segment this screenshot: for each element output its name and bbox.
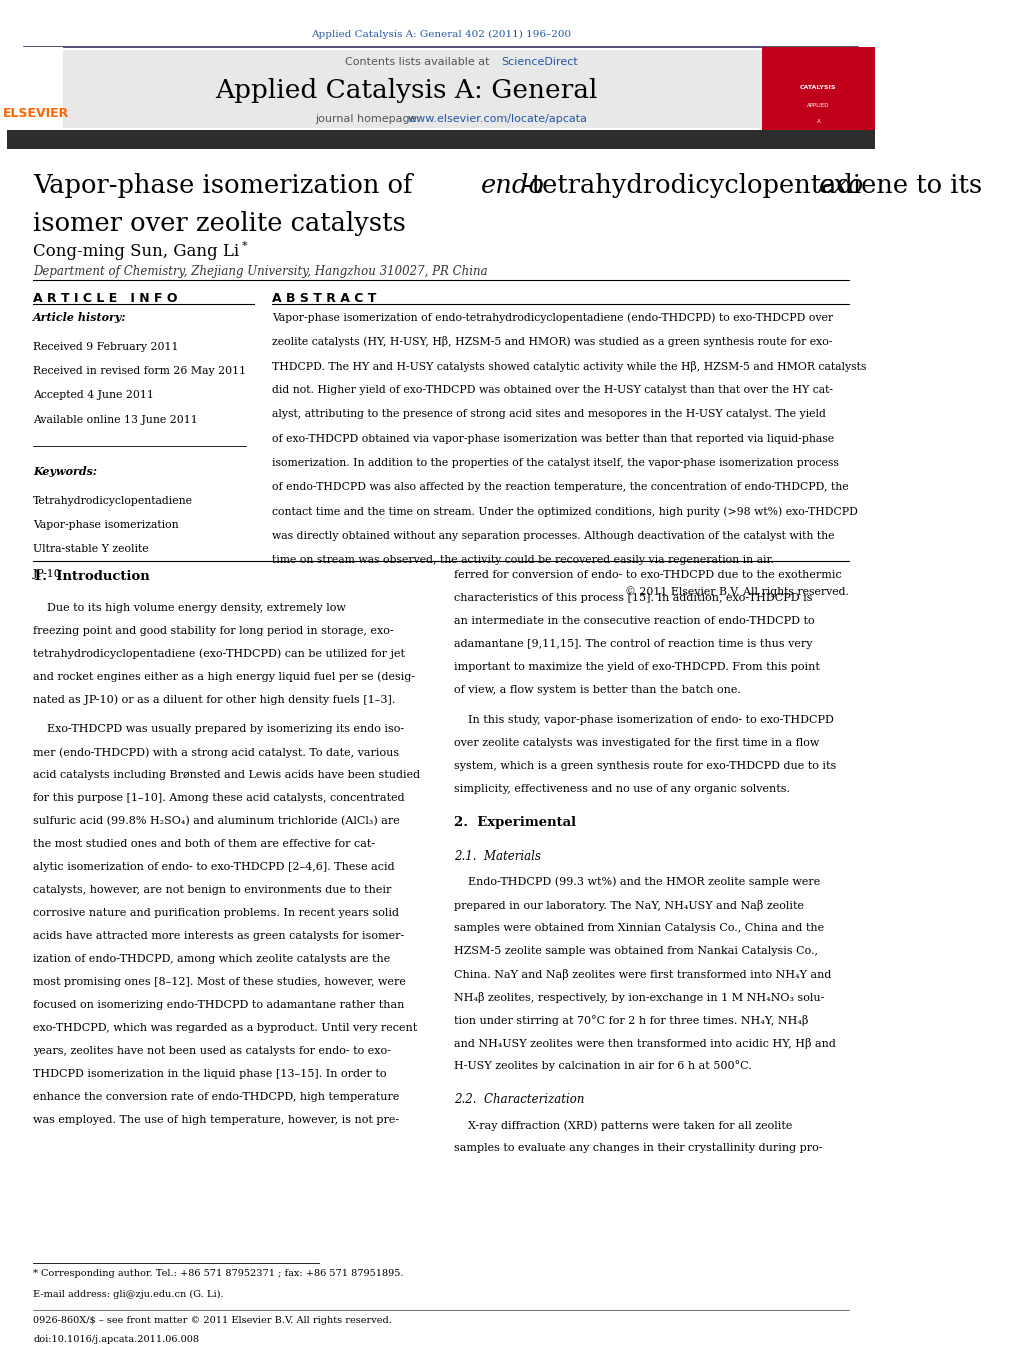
Text: endo: endo [481, 173, 545, 199]
Text: focused on isomerizing endo-THDCPD to adamantane rather than: focused on isomerizing endo-THDCPD to ad… [33, 1000, 404, 1009]
Text: of exo-THDCPD obtained via vapor-phase isomerization was better than that report: of exo-THDCPD obtained via vapor-phase i… [272, 434, 834, 443]
Text: exo: exo [819, 173, 864, 199]
Text: A R T I C L E   I N F O: A R T I C L E I N F O [33, 292, 178, 305]
Text: JP-10: JP-10 [33, 569, 62, 578]
Text: *: * [241, 240, 247, 250]
Text: doi:10.1016/j.apcata.2011.06.008: doi:10.1016/j.apcata.2011.06.008 [33, 1335, 199, 1344]
Text: corrosive nature and purification problems. In recent years solid: corrosive nature and purification proble… [33, 908, 399, 917]
Text: 2.  Experimental: 2. Experimental [454, 816, 576, 830]
Text: important to maximize the yield of exo-THDCPD. From this point: important to maximize the yield of exo-T… [454, 662, 820, 671]
Text: Endo-THDCPD (99.3 wt%) and the HMOR zeolite sample were: Endo-THDCPD (99.3 wt%) and the HMOR zeol… [454, 877, 820, 888]
Text: was directly obtained without any separation processes. Although deactivation of: was directly obtained without any separa… [272, 531, 834, 540]
Text: alyst, attributing to the presence of strong acid sites and mesopores in the H-U: alyst, attributing to the presence of st… [272, 409, 826, 419]
Text: Cong-ming Sun, Gang Li: Cong-ming Sun, Gang Li [33, 243, 239, 261]
Text: journal homepage:: journal homepage: [315, 113, 424, 124]
Text: Article history:: Article history: [33, 312, 127, 323]
Text: adamantane [9,11,15]. The control of reaction time is thus very: adamantane [9,11,15]. The control of rea… [454, 639, 813, 648]
Text: A: A [817, 119, 820, 124]
Text: 2.1.  Materials: 2.1. Materials [454, 850, 541, 863]
Text: * Corresponding author. Tel.: +86 571 87952371 ; fax: +86 571 87951895.: * Corresponding author. Tel.: +86 571 87… [33, 1269, 403, 1278]
Text: of endo-THDCPD was also affected by the reaction temperature, the concentration : of endo-THDCPD was also affected by the … [272, 482, 848, 492]
Text: 1.  Introduction: 1. Introduction [33, 570, 150, 584]
FancyBboxPatch shape [63, 50, 762, 128]
Text: Ultra-stable Y zeolite: Ultra-stable Y zeolite [33, 544, 149, 554]
Text: Received 9 February 2011: Received 9 February 2011 [33, 342, 179, 351]
Text: time on stream was observed, the activity could be recovered easily via regenera: time on stream was observed, the activit… [272, 555, 774, 565]
Text: ScienceDirect: ScienceDirect [501, 57, 579, 66]
Text: freezing point and good stability for long period in storage, exo-: freezing point and good stability for lo… [33, 626, 394, 635]
Text: ization of endo-THDCPD, among which zeolite catalysts are the: ization of endo-THDCPD, among which zeol… [33, 954, 390, 963]
FancyBboxPatch shape [7, 130, 875, 149]
Text: and rocket engines either as a high energy liquid fuel per se (desig-: and rocket engines either as a high ener… [33, 671, 416, 682]
Text: Applied Catalysis A: General 402 (2011) 196–200: Applied Catalysis A: General 402 (2011) … [310, 30, 571, 39]
Text: APPLIED: APPLIED [808, 103, 830, 108]
Text: samples to evaluate any changes in their crystallinity during pro-: samples to evaluate any changes in their… [454, 1143, 823, 1152]
Text: -tetrahydrodicyclopentadiene to its: -tetrahydrodicyclopentadiene to its [523, 173, 990, 199]
Text: Vapor-phase isomerization of endo-tetrahydrodicyclopentadiene (endo-THDCPD) to e: Vapor-phase isomerization of endo-tetrah… [272, 312, 833, 323]
Text: mer (endo-THDCPD) with a strong acid catalyst. To date, various: mer (endo-THDCPD) with a strong acid cat… [33, 747, 399, 758]
Text: isomerization. In addition to the properties of the catalyst itself, the vapor-p: isomerization. In addition to the proper… [272, 458, 838, 467]
Text: © 2011 Elsevier B.V. All rights reserved.: © 2011 Elsevier B.V. All rights reserved… [625, 586, 848, 597]
Text: sulfuric acid (99.8% H₂SO₄) and aluminum trichloride (AlCl₃) are: sulfuric acid (99.8% H₂SO₄) and aluminum… [33, 816, 400, 827]
Text: ferred for conversion of endo- to exo-THDCPD due to the exothermic: ferred for conversion of endo- to exo-TH… [454, 570, 841, 580]
Text: tion under stirring at 70°C for 2 h for three times. NH₄Y, NH₄β: tion under stirring at 70°C for 2 h for … [454, 1015, 809, 1025]
Text: simplicity, effectiveness and no use of any organic solvents.: simplicity, effectiveness and no use of … [454, 784, 790, 793]
Text: In this study, vapor-phase isomerization of endo- to exo-THDCPD: In this study, vapor-phase isomerization… [454, 715, 834, 724]
Text: Contents lists available at: Contents lists available at [345, 57, 493, 66]
Text: tetrahydrodicyclopentadiene (exo-THDCPD) can be utilized for jet: tetrahydrodicyclopentadiene (exo-THDCPD)… [33, 648, 405, 659]
Text: China. NaY and Naβ zeolites were first transformed into NH₄Y and: China. NaY and Naβ zeolites were first t… [454, 969, 831, 979]
Text: THDCPD isomerization in the liquid phase [13–15]. In order to: THDCPD isomerization in the liquid phase… [33, 1069, 387, 1078]
Text: ELSEVIER: ELSEVIER [2, 107, 68, 120]
Text: THDCPD. The HY and H-USY catalysts showed catalytic activity while the Hβ, HZSM-: THDCPD. The HY and H-USY catalysts showe… [272, 361, 866, 372]
Text: acids have attracted more interests as green catalysts for isomer-: acids have attracted more interests as g… [33, 931, 404, 940]
Text: nated as JP-10) or as a diluent for other high density fuels [1–3].: nated as JP-10) or as a diluent for othe… [33, 694, 395, 705]
Text: contact time and the time on stream. Under the optimized conditions, high purity: contact time and the time on stream. Und… [272, 507, 858, 517]
Text: CATALYSIS: CATALYSIS [800, 85, 837, 91]
Text: exo-THDCPD, which was regarded as a byproduct. Until very recent: exo-THDCPD, which was regarded as a bypr… [33, 1023, 418, 1032]
Text: for this purpose [1–10]. Among these acid catalysts, concentrated: for this purpose [1–10]. Among these aci… [33, 793, 404, 802]
Text: Department of Chemistry, Zhejiang University, Hangzhou 310027, PR China: Department of Chemistry, Zhejiang Univer… [33, 265, 488, 278]
Text: and NH₄USY zeolites were then transformed into acidic HY, Hβ and: and NH₄USY zeolites were then transforme… [454, 1038, 836, 1048]
Text: 2.2.  Characterization: 2.2. Characterization [454, 1093, 584, 1106]
Text: the most studied ones and both of them are effective for cat-: the most studied ones and both of them a… [33, 839, 375, 848]
Text: X-ray diffraction (XRD) patterns were taken for all zeolite: X-ray diffraction (XRD) patterns were ta… [454, 1120, 792, 1131]
Text: years, zeolites have not been used as catalysts for endo- to exo-: years, zeolites have not been used as ca… [33, 1046, 391, 1055]
Text: HZSM-5 zeolite sample was obtained from Nankai Catalysis Co.,: HZSM-5 zeolite sample was obtained from … [454, 946, 818, 955]
Text: Available online 13 June 2011: Available online 13 June 2011 [33, 415, 198, 424]
Text: did not. Higher yield of exo-THDCPD was obtained over the H-USY catalyst than th: did not. Higher yield of exo-THDCPD was … [272, 385, 833, 394]
Text: samples were obtained from Xinnian Catalysis Co., China and the: samples were obtained from Xinnian Catal… [454, 923, 824, 932]
Text: Exo-THDCPD was usually prepared by isomerizing its endo iso-: Exo-THDCPD was usually prepared by isome… [33, 724, 404, 734]
Text: Accepted 4 June 2011: Accepted 4 June 2011 [33, 390, 154, 400]
Text: was employed. The use of high temperature, however, is not pre-: was employed. The use of high temperatur… [33, 1115, 399, 1124]
Text: E-mail address: gli@zju.edu.cn (G. Li).: E-mail address: gli@zju.edu.cn (G. Li). [33, 1290, 224, 1300]
Text: catalysts, however, are not benign to environments due to their: catalysts, however, are not benign to en… [33, 885, 391, 894]
Text: of view, a flow system is better than the batch one.: of view, a flow system is better than th… [454, 685, 741, 694]
Text: NH₄β zeolites, respectively, by ion-exchange in 1 M NH₄NO₃ solu-: NH₄β zeolites, respectively, by ion-exch… [454, 992, 824, 1002]
Text: an intermediate in the consecutive reaction of endo-THDCPD to: an intermediate in the consecutive react… [454, 616, 815, 626]
Text: enhance the conversion rate of endo-THDCPD, high temperature: enhance the conversion rate of endo-THDC… [33, 1092, 399, 1101]
Text: www.elsevier.com/locate/apcata: www.elsevier.com/locate/apcata [408, 113, 588, 124]
Text: Due to its high volume energy density, extremely low: Due to its high volume energy density, e… [33, 603, 346, 612]
Text: system, which is a green synthesis route for exo-THDCPD due to its: system, which is a green synthesis route… [454, 761, 836, 770]
FancyBboxPatch shape [762, 47, 875, 145]
FancyBboxPatch shape [7, 47, 63, 142]
Text: isomer over zeolite catalysts: isomer over zeolite catalysts [33, 211, 406, 236]
Text: Applied Catalysis A: General: Applied Catalysis A: General [215, 78, 597, 104]
Text: alytic isomerization of endo- to exo-THDCPD [2–4,6]. These acid: alytic isomerization of endo- to exo-THD… [33, 862, 395, 871]
Text: most promising ones [8–12]. Most of these studies, however, were: most promising ones [8–12]. Most of thes… [33, 977, 406, 986]
Text: 0926-860X/$ – see front matter © 2011 Elsevier B.V. All rights reserved.: 0926-860X/$ – see front matter © 2011 El… [33, 1316, 392, 1325]
Text: A B S T R A C T: A B S T R A C T [272, 292, 376, 305]
Text: H-USY zeolites by calcination in air for 6 h at 500°C.: H-USY zeolites by calcination in air for… [454, 1061, 751, 1071]
Text: characteristics of this process [15]. In addition, exo-THDCPD is: characteristics of this process [15]. In… [454, 593, 813, 603]
Text: over zeolite catalysts was investigated for the first time in a flow: over zeolite catalysts was investigated … [454, 738, 819, 747]
Text: Vapor-phase isomerization: Vapor-phase isomerization [33, 520, 179, 530]
Text: Vapor-phase isomerization of: Vapor-phase isomerization of [33, 173, 421, 199]
Text: acid catalysts including Brønsted and Lewis acids have been studied: acid catalysts including Brønsted and Le… [33, 770, 421, 780]
Text: zeolite catalysts (HY, H-USY, Hβ, HZSM-5 and HMOR) was studied as a green synthe: zeolite catalysts (HY, H-USY, Hβ, HZSM-5… [272, 336, 832, 347]
Text: prepared in our laboratory. The NaY, NH₄USY and Naβ zeolite: prepared in our laboratory. The NaY, NH₄… [454, 900, 804, 911]
Text: Received in revised form 26 May 2011: Received in revised form 26 May 2011 [33, 366, 246, 376]
Text: Keywords:: Keywords: [33, 466, 97, 477]
Text: Tetrahydrodicyclopentadiene: Tetrahydrodicyclopentadiene [33, 496, 193, 505]
